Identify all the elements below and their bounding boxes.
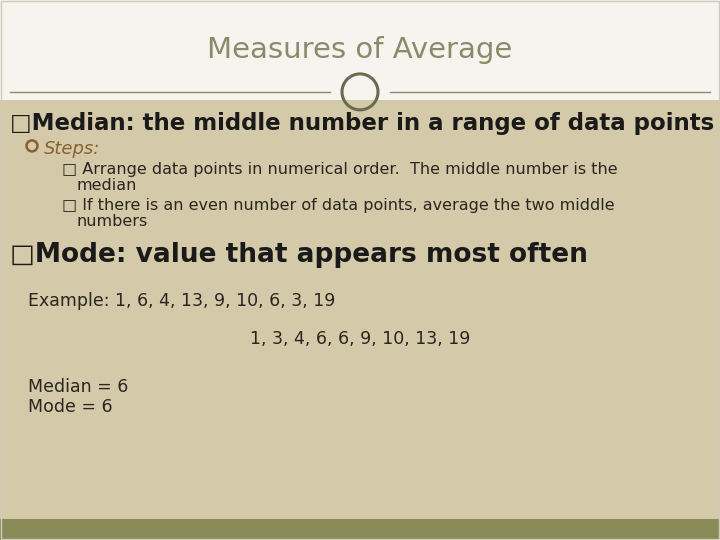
Text: Example: 1, 6, 4, 13, 9, 10, 6, 3, 19: Example: 1, 6, 4, 13, 9, 10, 6, 3, 19 — [28, 292, 336, 310]
Text: □Median: the middle number in a range of data points: □Median: the middle number in a range of… — [10, 112, 714, 135]
Text: Steps:: Steps: — [44, 140, 100, 158]
FancyBboxPatch shape — [0, 0, 720, 100]
Text: □ If there is an even number of data points, average the two middle: □ If there is an even number of data poi… — [62, 198, 615, 213]
Text: Measures of Average: Measures of Average — [207, 36, 513, 64]
Text: □ Arrange data points in numerical order.  The middle number is the: □ Arrange data points in numerical order… — [62, 162, 618, 177]
Text: numbers: numbers — [76, 214, 148, 229]
FancyBboxPatch shape — [0, 100, 720, 519]
Text: Median = 6: Median = 6 — [28, 378, 128, 396]
Text: □Mode: value that appears most often: □Mode: value that appears most often — [10, 242, 588, 268]
Text: median: median — [76, 178, 136, 193]
Text: 1, 3, 4, 6, 6, 9, 10, 13, 19: 1, 3, 4, 6, 6, 9, 10, 13, 19 — [250, 330, 470, 348]
FancyBboxPatch shape — [0, 519, 720, 540]
Text: Mode = 6: Mode = 6 — [28, 398, 112, 416]
